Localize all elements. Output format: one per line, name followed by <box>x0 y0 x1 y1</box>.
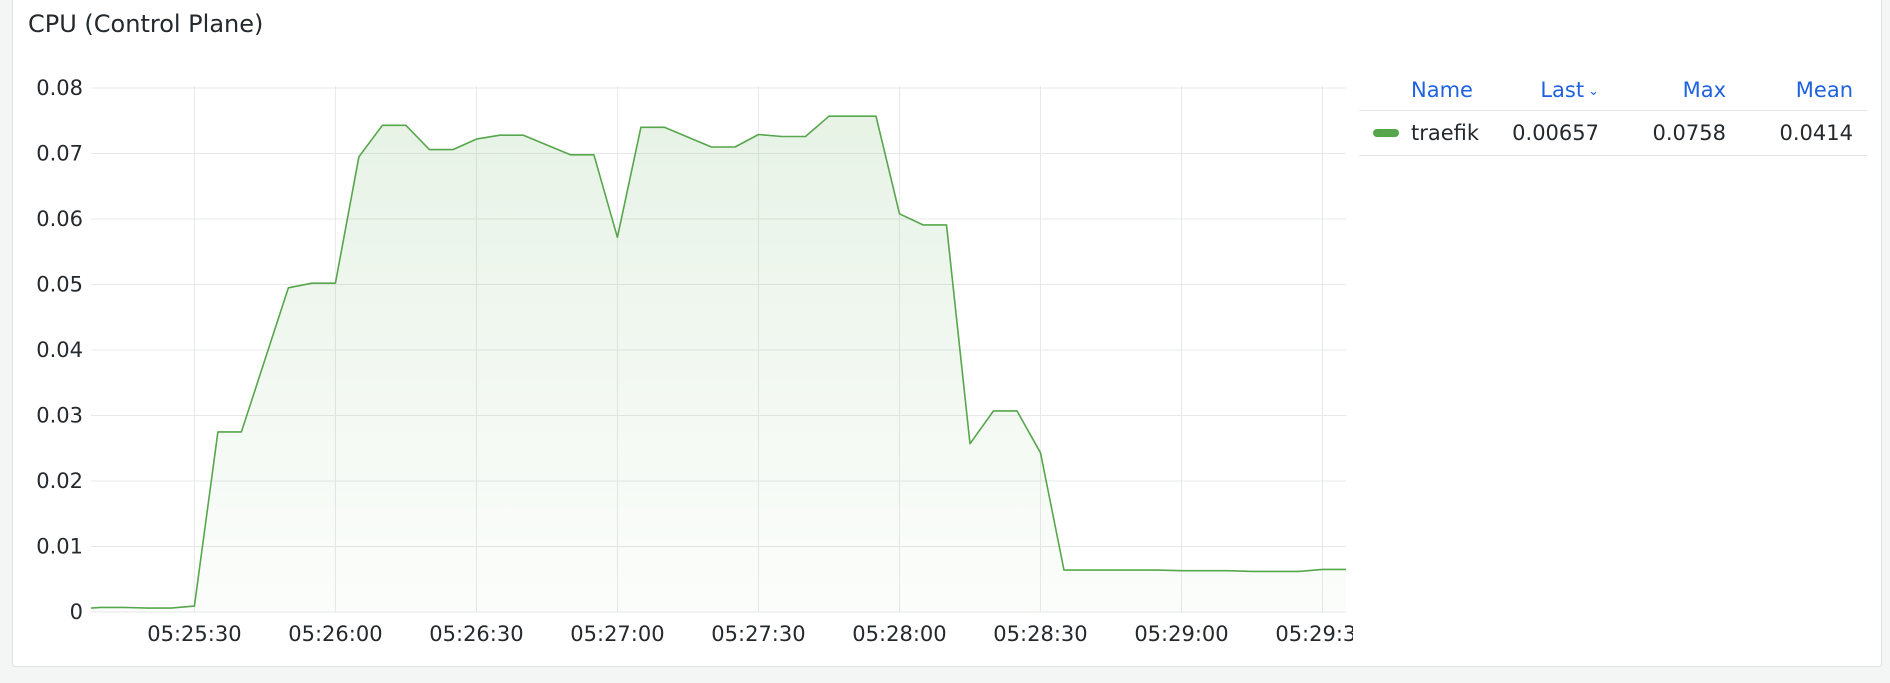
y-tick-label: 0.04 <box>36 338 83 362</box>
y-axis: 0 0.01 0.02 0.03 0.04 0.05 0.06 0.07 0.08 <box>36 76 83 624</box>
y-tick-label: 0.05 <box>36 273 83 297</box>
x-tick-label: 05:28:30 <box>993 622 1087 646</box>
y-tick-label: 0.07 <box>36 142 83 166</box>
legend-value-mean: 0.0414 <box>1740 110 1867 156</box>
y-tick-label: 0.02 <box>36 469 83 493</box>
legend-header-mean[interactable]: Mean <box>1740 70 1867 111</box>
legend-row[interactable]: traefik 0.00657 0.0758 0.0414 <box>1359 110 1867 156</box>
y-tick-label: 0 <box>70 600 83 624</box>
legend-value-max: 0.0758 <box>1613 110 1740 156</box>
legend-table: Name Last ⌄ Max Mean traefik 0.00657 0.07… <box>1359 70 1867 156</box>
x-tick-label: 05:26:00 <box>288 622 382 646</box>
x-tick-label: 05:27:30 <box>711 622 805 646</box>
series-layer <box>90 115 1346 612</box>
legend-header-name[interactable]: Name <box>1359 70 1486 111</box>
y-tick-label: 0.01 <box>36 535 83 559</box>
x-tick-label: 05:26:30 <box>429 622 523 646</box>
legend-value-last: 0.00657 <box>1486 110 1613 156</box>
series-line <box>90 115 1346 609</box>
legend-header-max[interactable]: Max <box>1613 70 1740 111</box>
chevron-down-icon: ⌄ <box>1588 84 1599 99</box>
x-tick-label: 05:27:00 <box>570 622 664 646</box>
x-tick-label: 05:29:30 <box>1275 622 1353 646</box>
x-tick-label: 05:29:00 <box>1134 622 1228 646</box>
legend-series-name[interactable]: traefik <box>1359 110 1486 156</box>
x-tick-label: 05:25:30 <box>147 622 241 646</box>
panel-title[interactable]: CPU (Control Plane) <box>28 10 264 38</box>
series-area-fill <box>91 116 1346 612</box>
y-tick-label: 0.08 <box>36 76 83 100</box>
x-axis: 05:25:30 05:26:00 05:26:30 05:27:00 05:27:30… <box>147 622 1353 646</box>
y-tick-label: 0.03 <box>36 404 83 428</box>
series-color-swatch <box>1373 129 1399 137</box>
x-tick-label: 05:28:00 <box>852 622 946 646</box>
y-tick-label: 0.06 <box>36 207 83 231</box>
legend-header-last[interactable]: Last ⌄ <box>1486 70 1613 111</box>
time-series-chart[interactable]: 0 0.01 0.02 0.03 0.04 0.05 0.06 0.07 0.08 05:25:… <box>13 0 1353 667</box>
cpu-panel: CPU (Control Plane) 0 0.01 0.02 0.03 0.04 0.0… <box>12 0 1882 667</box>
